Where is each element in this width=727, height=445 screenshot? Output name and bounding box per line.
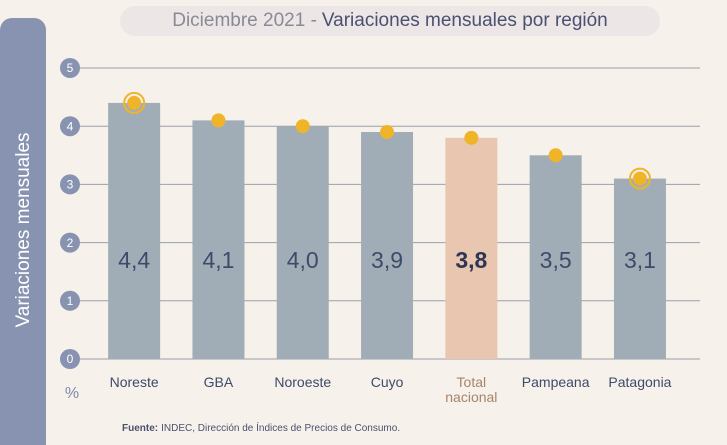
- y-tick-dot: [60, 116, 80, 137]
- marker: [295, 119, 310, 134]
- y-tick-dot: [60, 58, 80, 78]
- source: Fuente: INDEC, Dirección de Índices de Pr…: [122, 421, 400, 434]
- bar: [276, 126, 329, 359]
- bar: [192, 120, 245, 359]
- marker: [380, 125, 395, 140]
- marker: [632, 171, 647, 186]
- y-tick-dot: [60, 232, 80, 253]
- y-tick-label: 2: [67, 236, 74, 250]
- y-axis-label: Variaciones mensuales: [13, 132, 34, 327]
- bar: [361, 132, 414, 359]
- source-text: INDEC, Dirección de Índices de Precios d…: [161, 421, 400, 434]
- marker: [548, 148, 563, 163]
- x-tick-label: Noroeste: [274, 374, 332, 390]
- bar: [445, 137, 498, 359]
- x-tick-label: Pampeana: [521, 374, 590, 390]
- value-label: 4,0: [287, 247, 319, 273]
- x-tick-label: Cuyo: [370, 374, 404, 390]
- y-tick-dot: [60, 290, 80, 311]
- value-label: 3,5: [540, 247, 572, 273]
- marker-ring: [628, 167, 651, 190]
- value-label: 3,8: [455, 247, 487, 273]
- y-tick-label: 0: [67, 352, 74, 366]
- marker: [464, 130, 479, 145]
- y-tick-label: 4: [67, 119, 74, 133]
- value-label: 4,1: [202, 247, 234, 273]
- value-label: 3,9: [371, 247, 403, 273]
- bar: [108, 102, 161, 360]
- marker: [127, 95, 142, 110]
- y-tick-label: 3: [67, 178, 74, 192]
- bar: [613, 178, 666, 359]
- marker-ring: [123, 91, 146, 114]
- source-label: Fuente:: [122, 423, 158, 434]
- bar: [529, 155, 582, 359]
- value-label: 4,4: [118, 247, 150, 273]
- x-tick-label: GBA: [203, 374, 234, 390]
- y-tick-dot: [60, 174, 80, 195]
- y-band: [0, 18, 46, 445]
- y-tick-label: 5: [67, 61, 74, 75]
- title-main: Variaciones mensuales por región: [322, 10, 608, 31]
- y-tick-label: 1: [67, 294, 74, 308]
- x-tick-label: Noreste: [109, 374, 159, 390]
- y-unit: %: [65, 385, 79, 402]
- y-tick-dot: [60, 349, 80, 369]
- x-tick-label: Patagonia: [608, 374, 672, 390]
- chart-title: Diciembre 2021 - Variaciones mensuales po…: [172, 10, 608, 31]
- value-label: 3,1: [624, 247, 656, 273]
- title-prefix: Diciembre 2021 -: [172, 10, 317, 31]
- marker: [211, 113, 226, 128]
- title-pill: [120, 6, 660, 36]
- x-tick-label: Total nacional: [445, 374, 498, 405]
